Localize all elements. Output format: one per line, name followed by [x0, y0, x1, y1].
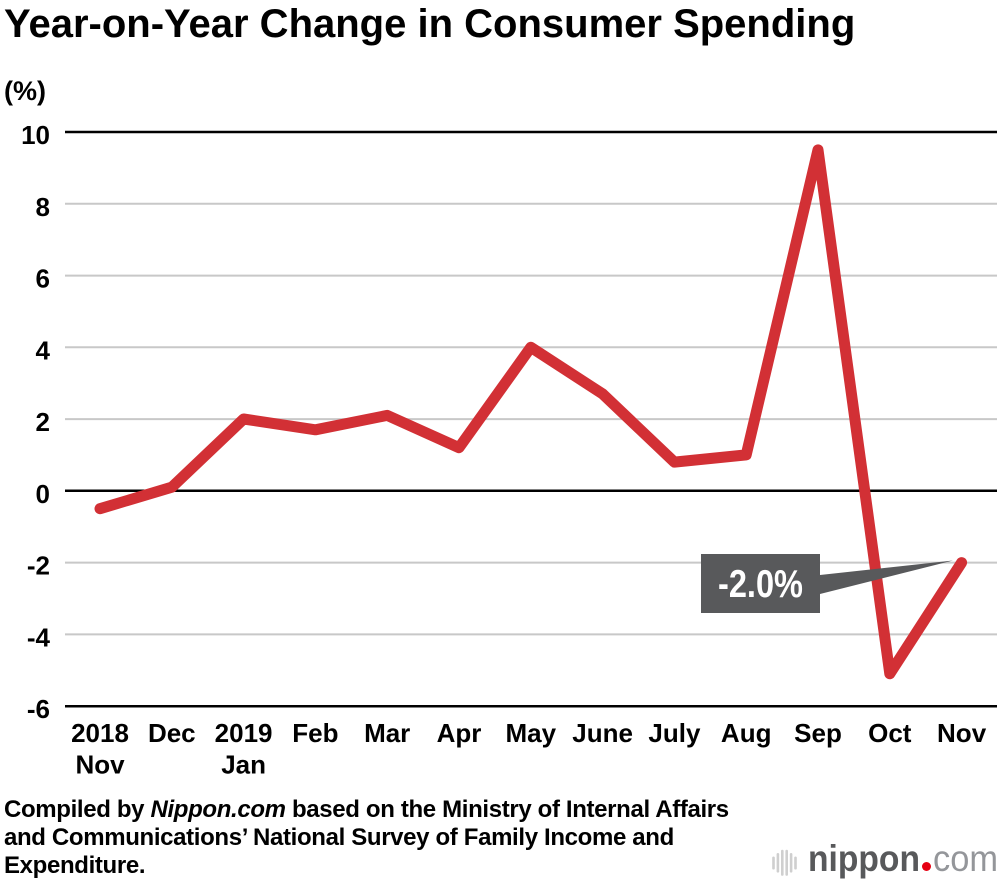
svg-text:Nov: Nov	[937, 718, 987, 748]
svg-text:10: 10	[21, 120, 50, 150]
svg-text:Feb: Feb	[292, 718, 338, 748]
svg-text:2: 2	[36, 407, 50, 437]
svg-text:-4: -4	[27, 622, 51, 652]
svg-text:June: June	[572, 718, 633, 748]
svg-text:nippon: nippon	[808, 838, 920, 879]
svg-text:-6: -6	[27, 694, 50, 724]
svg-text:4: 4	[36, 335, 51, 365]
svg-text:2018: 2018	[71, 718, 129, 748]
svg-text:May: May	[506, 718, 557, 748]
svg-text:-2: -2	[27, 551, 50, 581]
svg-text:8: 8	[36, 192, 50, 222]
svg-text:2019: 2019	[215, 718, 273, 748]
svg-text:com: com	[933, 838, 998, 879]
svg-text:July: July	[648, 718, 701, 748]
svg-text:Nov: Nov	[75, 750, 125, 780]
svg-text:Aug: Aug	[721, 718, 772, 748]
svg-text:Oct: Oct	[868, 718, 912, 748]
svg-text:Apr: Apr	[437, 718, 482, 748]
svg-text:Jan: Jan	[221, 750, 266, 780]
svg-text:Sep: Sep	[794, 718, 842, 748]
svg-text:Mar: Mar	[364, 718, 410, 748]
svg-text:6: 6	[36, 264, 50, 294]
svg-text:Dec: Dec	[148, 718, 196, 748]
svg-text:0: 0	[36, 479, 50, 509]
svg-text:-2.0%: -2.0%	[718, 563, 803, 606]
svg-text:(%): (%)	[4, 76, 46, 106]
